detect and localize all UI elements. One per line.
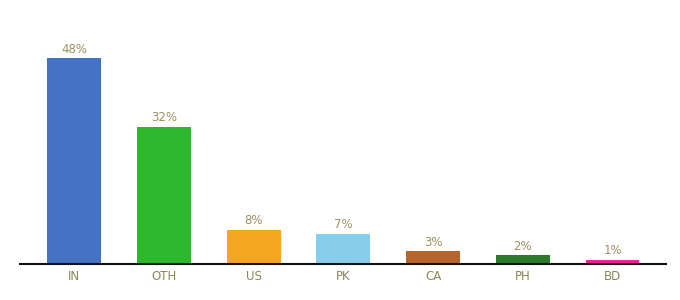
Bar — [226, 230, 281, 264]
Text: 8%: 8% — [244, 214, 263, 227]
Bar — [496, 255, 549, 264]
Bar — [585, 260, 639, 264]
Text: 32%: 32% — [151, 111, 177, 124]
Bar — [406, 251, 460, 264]
Text: 1%: 1% — [603, 244, 622, 257]
Bar — [48, 58, 101, 264]
Bar — [137, 127, 191, 264]
Bar — [316, 234, 371, 264]
Text: 2%: 2% — [513, 240, 532, 253]
Text: 3%: 3% — [424, 236, 443, 249]
Text: 7%: 7% — [334, 218, 353, 231]
Text: 48%: 48% — [61, 43, 87, 56]
